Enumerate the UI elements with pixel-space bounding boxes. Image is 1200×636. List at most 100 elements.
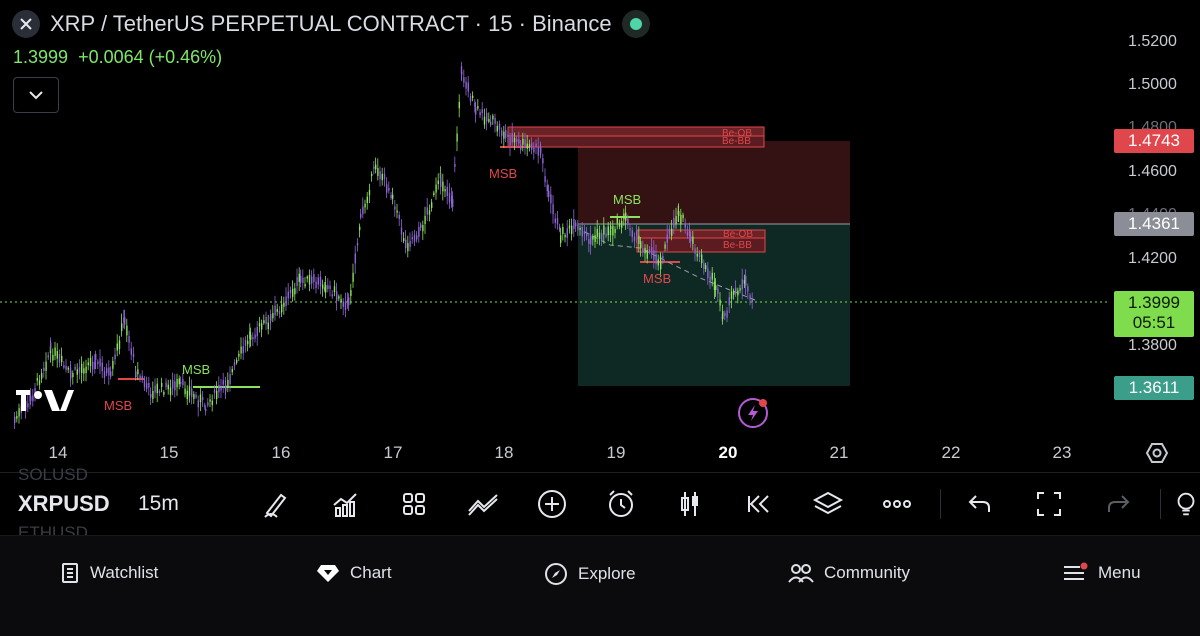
candle-body: [169, 387, 172, 395]
candle-body: [388, 187, 390, 191]
last-price: 1.3999: [13, 47, 69, 67]
candle-body: [14, 416, 16, 424]
candle-body: [715, 285, 717, 290]
candle-body: [689, 229, 691, 237]
chart-area[interactable]: MSB MSB MSB MSB MSB Be-OB Be-BB Be-OB Be…: [0, 0, 1200, 470]
candle-body: [431, 202, 433, 209]
candle-body: [265, 317, 267, 324]
candle-body: [242, 346, 244, 354]
undo-icon[interactable]: [963, 487, 997, 521]
price-axis-label: 1.3800: [1128, 337, 1177, 354]
price-chart[interactable]: MSB MSB MSB MSB MSB Be-OB Be-BB Be-OB Be…: [0, 0, 1110, 470]
candle-body: [362, 206, 364, 215]
nav-label: Community: [824, 563, 910, 582]
msb-label-2: MSB: [182, 362, 210, 377]
nav-community[interactable]: Community: [788, 562, 910, 584]
candle-body: [418, 227, 420, 237]
candle-body: [451, 195, 453, 204]
candle-body: [356, 242, 359, 246]
candle-body: [631, 230, 633, 237]
chevron-down-icon[interactable]: [13, 77, 59, 113]
candle-body: [319, 276, 322, 287]
candle-body: [413, 234, 416, 242]
candle-body: [227, 379, 229, 388]
redo-icon[interactable]: [1101, 487, 1135, 521]
candle-body: [112, 360, 114, 369]
interval-selector[interactable]: 15m: [138, 492, 179, 515]
candle-body: [364, 203, 366, 208]
candle-body: [481, 109, 483, 113]
candle-body: [505, 129, 507, 138]
tradingview-logo: [16, 390, 74, 411]
candle-body: [263, 320, 265, 324]
market-status-icon[interactable]: [621, 10, 650, 38]
candle-body: [261, 323, 263, 330]
candle-body: [94, 361, 96, 370]
add-icon[interactable]: [535, 487, 569, 521]
time-axis-label: 23: [1052, 443, 1072, 462]
candle-body: [678, 211, 680, 216]
idea-icon[interactable]: [1172, 487, 1200, 521]
bar-type-icon[interactable]: [673, 487, 707, 521]
candle-body: [176, 378, 178, 388]
lightning-alert-icon[interactable]: [738, 398, 768, 428]
more-icon[interactable]: [880, 487, 914, 521]
msb-label-1: MSB: [104, 398, 132, 413]
candle-body: [454, 163, 456, 167]
candle-body: [158, 390, 161, 394]
candle-body: [324, 287, 326, 291]
ghost-symbol: SOLUSD: [18, 465, 88, 484]
candle-body: [209, 399, 211, 402]
be-ob-label-top: Be-OB: [722, 128, 752, 139]
nav-menu[interactable]: Menu: [1062, 562, 1141, 584]
candle-body: [38, 380, 41, 385]
candle-body: [132, 353, 135, 358]
candle-body: [124, 317, 126, 325]
candle-body: [518, 139, 520, 144]
draw-icon[interactable]: [259, 487, 293, 521]
candle-body: [101, 362, 103, 372]
candle-body: [143, 380, 146, 388]
candle-body: [684, 224, 686, 228]
candle-body: [488, 119, 490, 122]
alert-icon[interactable]: [604, 487, 638, 521]
candle-body: [276, 308, 278, 312]
nav-explore[interactable]: Explore: [544, 562, 636, 586]
replay-icon[interactable]: [742, 487, 776, 521]
indicators-icon[interactable]: [328, 487, 362, 521]
candle-body: [381, 173, 383, 181]
nav-watchlist[interactable]: Watchlist: [60, 562, 158, 584]
stop-price-tag: 1.4743: [1114, 129, 1194, 153]
close-icon[interactable]: [12, 10, 40, 38]
candle-body: [524, 139, 526, 148]
candle-body: [278, 310, 281, 315]
candle-body: [509, 137, 511, 146]
candle-body: [256, 327, 258, 337]
fullscreen-icon[interactable]: [1032, 487, 1066, 521]
chart-settings-icon[interactable]: [1145, 441, 1169, 470]
candle-body: [498, 123, 501, 130]
candle-body: [317, 277, 319, 285]
candle-body: [467, 82, 469, 92]
candle-body: [640, 241, 642, 248]
symbol-title[interactable]: XRP / TetherUS PERPETUAL CONTRACT · 15 ·…: [50, 11, 612, 36]
symbol-selector[interactable]: XRPUSD: [18, 491, 110, 516]
candle-body: [448, 192, 451, 203]
candle-body: [211, 400, 213, 406]
candle-body: [67, 367, 69, 370]
nav-chart[interactable]: Chart: [316, 562, 392, 584]
candle-body: [152, 390, 154, 399]
candle-body: [749, 295, 751, 300]
layers-icon[interactable]: [811, 487, 845, 521]
candle-body: [83, 368, 85, 374]
candle-body: [522, 138, 524, 145]
candle-body: [680, 214, 682, 225]
candle-body: [733, 290, 735, 295]
candle-body: [437, 180, 439, 185]
templates-icon[interactable]: [397, 487, 431, 521]
compare-icon[interactable]: [466, 487, 500, 521]
candle-body: [621, 220, 623, 228]
candle-body: [458, 101, 460, 109]
candle-body: [573, 219, 575, 230]
be-ob-label-mid: Be-OB: [723, 229, 753, 240]
